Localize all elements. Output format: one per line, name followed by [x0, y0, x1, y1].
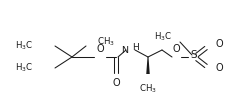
Text: CH$_3$: CH$_3$: [97, 36, 115, 48]
Text: N: N: [121, 46, 128, 54]
Text: S: S: [191, 50, 197, 60]
Text: O: O: [96, 44, 104, 54]
Text: H: H: [132, 42, 139, 51]
Text: O: O: [172, 44, 180, 54]
Text: H$_3$C: H$_3$C: [15, 62, 33, 74]
Text: O: O: [112, 78, 120, 88]
Polygon shape: [146, 57, 150, 74]
Text: H$_3$C: H$_3$C: [15, 40, 33, 52]
Text: O: O: [215, 39, 223, 49]
Text: CH$_3$: CH$_3$: [139, 82, 157, 94]
Text: H$_3$C: H$_3$C: [154, 31, 172, 43]
Text: O: O: [215, 63, 223, 73]
